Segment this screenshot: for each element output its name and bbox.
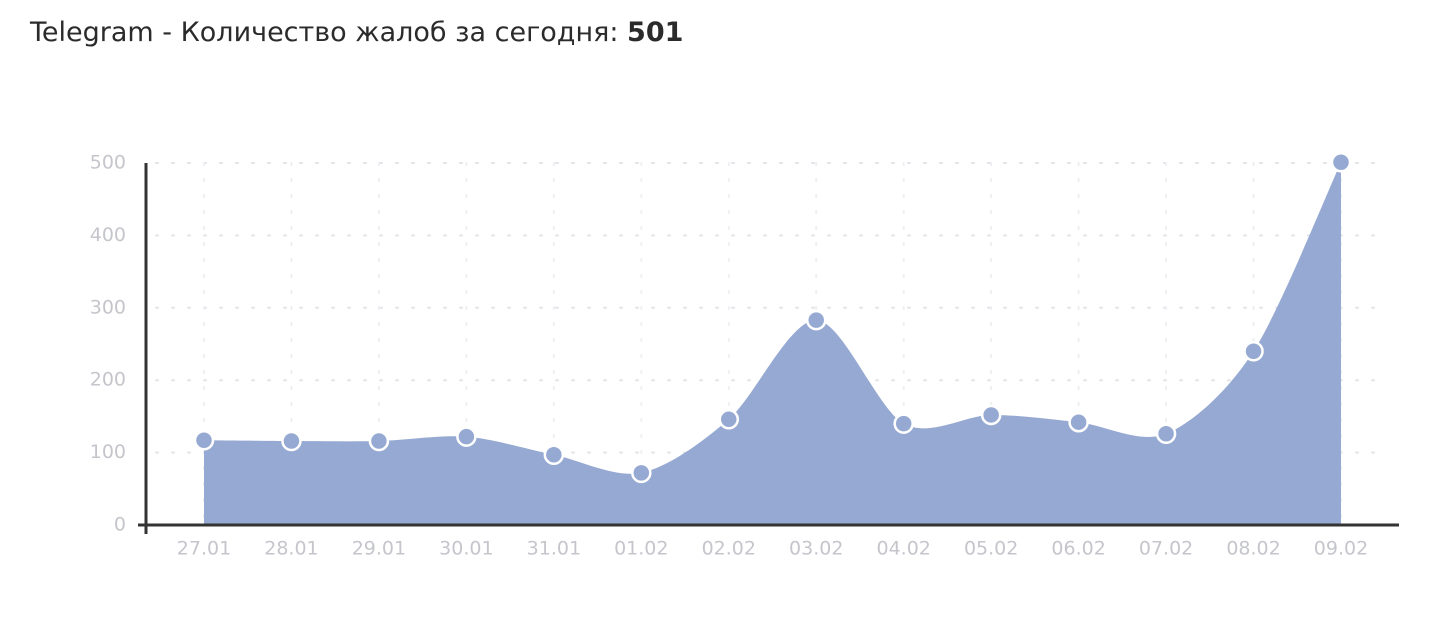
grid: 0 100 200 300 400 500 27.01 28.01 29.01 30.01 31.0… — [90, 152, 1389, 560]
x-tick-label: 09.02 — [1314, 538, 1368, 560]
point — [893, 413, 914, 434]
point — [1330, 152, 1352, 173]
y-tick-label: 400 — [90, 224, 126, 246]
x-tick-label: 05.02 — [964, 538, 1018, 560]
point — [543, 444, 565, 466]
point — [193, 430, 215, 451]
chart-title: Telegram - Количество жалоб за сегодня: … — [29, 17, 683, 48]
x-tick-label: 28.01 — [264, 538, 318, 560]
point — [1243, 340, 1264, 362]
y-tick-label: 100 — [90, 441, 126, 463]
x-tick-label: 07.02 — [1139, 538, 1193, 560]
area — [204, 162, 1341, 525]
point — [980, 404, 1002, 426]
y-tick-label: 200 — [90, 369, 126, 391]
x-tick-label: 29.01 — [352, 538, 406, 560]
y-tick-label: 0 — [114, 514, 126, 536]
x-tick-label: 27.01 — [177, 538, 231, 560]
x-tick-label: 04.02 — [876, 538, 930, 560]
x-tick-label: 08.02 — [1226, 538, 1280, 560]
point — [368, 430, 390, 452]
point — [1068, 411, 1089, 433]
x-tick-label: 30.01 — [439, 538, 493, 560]
title-text: Telegram - Количество жалоб за сегодня: — [29, 17, 618, 48]
point — [718, 409, 740, 430]
y-tick-label: 500 — [90, 152, 126, 174]
x-tick-label: 31.01 — [527, 538, 581, 560]
title-value: 501 — [627, 17, 683, 48]
y-tick-label: 300 — [90, 296, 126, 318]
point — [281, 430, 302, 452]
x-tick-label: 02.02 — [702, 538, 756, 560]
point — [631, 462, 652, 484]
point — [1155, 423, 1177, 445]
x-tick-label: 03.02 — [789, 538, 843, 560]
point — [456, 426, 477, 447]
plot — [204, 162, 1341, 525]
points — [193, 152, 1352, 484]
point — [805, 309, 827, 331]
x-tick-label: 01.02 — [614, 538, 668, 560]
axes — [138, 163, 1399, 534]
x-tick-label: 06.02 — [1051, 538, 1105, 560]
